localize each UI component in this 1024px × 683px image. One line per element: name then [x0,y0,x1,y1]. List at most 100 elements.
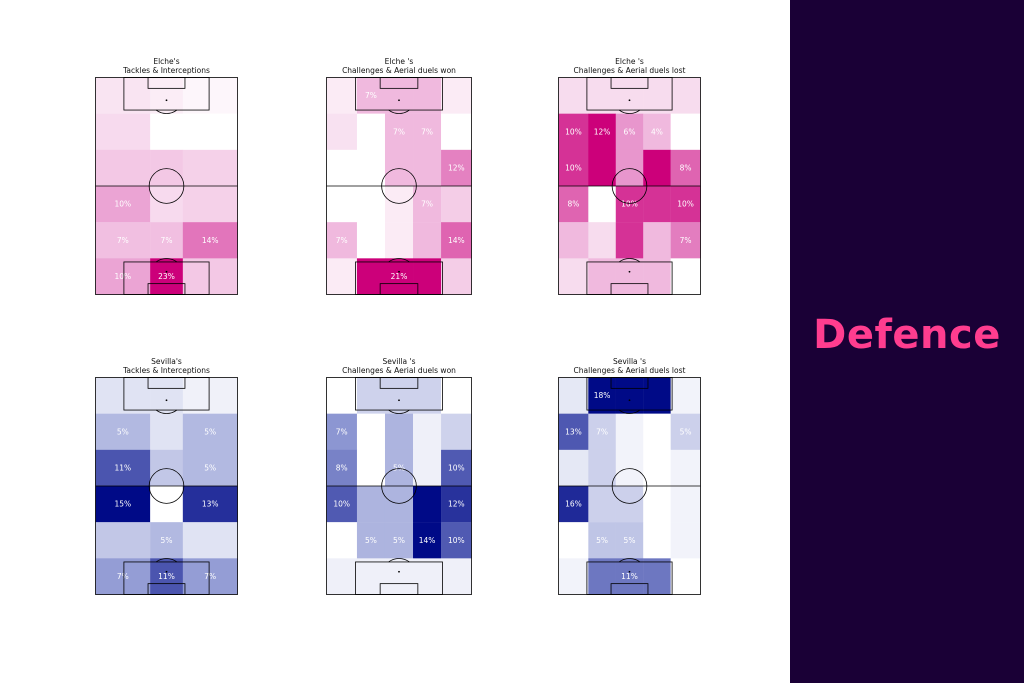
chart-title-line1: Sevilla's [151,357,182,366]
heatmap-cell [558,186,589,223]
heatmap-cell [670,186,701,223]
heatmap-cell [588,558,616,595]
heatmap-cell [182,377,238,414]
pitch-line [147,377,186,389]
heatmap-cell [150,377,184,414]
heatmap-cell [441,377,472,414]
heatmap-cell [615,413,644,451]
cell-label: 8% [567,200,579,209]
pitch-heatmap: 5% 5% 11% 5% 15% 13% 5% 7% 11% 7% [95,377,238,595]
heatmap-cell [95,377,151,414]
penalty-spot [398,99,400,102]
heatmap-cell [182,149,238,187]
heatmap-cell [558,77,589,114]
pitch-line [618,409,641,414]
heatmap-cell [384,222,414,259]
heatmap-cell [441,486,472,523]
pitch-line [155,558,178,563]
heatmap-cell [615,486,644,523]
heatmap-cell [356,149,386,187]
cell-label: 5% [365,536,377,545]
heatmap-cell [356,113,386,151]
heatmap-cell [558,413,589,451]
penalty-spot [165,270,168,273]
penalty-spot [398,270,400,273]
heatmap-cell [326,522,358,559]
heatmap-cell [95,558,151,595]
cell-label: 7% [596,427,608,436]
heatmap-cell [356,486,386,523]
heatmap-cell [326,77,358,114]
heatmap-cell [643,149,671,187]
cell-label: 16% [565,500,582,509]
heatmap-cell [413,222,442,259]
heatmap-cell [356,558,386,595]
cell-label: 4% [651,127,663,136]
heatmap-cell [150,113,184,151]
chart-title-line1: Sevilla 's [612,357,646,366]
heatmap-cell [326,486,358,523]
heatmap-cell [326,258,358,295]
heatmap-cell [384,186,414,223]
chart-elche-duels-lost: Elche 's Challenges & Aerial duels lost … [558,57,701,297]
heatmap-cell [558,449,589,487]
heatmap-cell [670,222,701,259]
heatmap-cell [588,222,616,259]
cell-label: 10% [565,163,582,172]
heatmap-cell [441,558,472,595]
heatmap-cell [670,258,701,295]
heatmap-cell [643,77,671,114]
heatmap-cell [615,113,644,151]
cell-label: 10% [621,200,638,209]
heatmap-cell [558,149,589,187]
penalty-spot [165,399,168,402]
heatmap-cell [384,377,414,414]
cell-label: 10% [114,272,131,281]
heatmap-cell [356,413,386,451]
heatmap-cell [615,77,644,114]
pitch-heatmap: 10% 12% 6% 4% 10% 8% 8% 10% 10% 7% [558,77,701,295]
heatmap-cell [588,77,616,114]
pitch-line [155,109,178,114]
heatmap-cell [615,449,644,487]
heatmap-cell [670,449,701,487]
sidebar: Defence [790,0,1024,683]
heatmap-cell [670,486,701,523]
heatmap-cell [588,522,616,559]
heatmap-cell [182,186,238,223]
cell-label: 5% [204,463,216,472]
heatmap-cell [558,258,589,295]
heatmap-cell [588,258,616,295]
heatmap-cell [588,449,616,487]
pitch-line [611,468,648,504]
heatmap-cell [643,558,671,595]
pitch-line [388,109,410,114]
heatmap-cell [413,113,442,151]
chart-title: Sevilla 's Challenges & Aerial duels won [326,357,472,375]
cell-label: 7% [393,127,405,136]
penalty-spot [628,570,631,573]
cell-label: 7% [336,427,348,436]
pitch-line [610,283,649,295]
heatmap-cell [643,258,671,295]
heatmap-cell [182,449,238,487]
heatmap-cell [441,258,472,295]
cell-label: 10% [333,500,350,509]
pitch-heatmap: 7% 8% 5% 10% 10% 12% 5% 5% 14% 10% [326,377,472,595]
pitch-line [148,468,185,504]
heatmap-cell [558,522,589,559]
cell-label: 11% [621,572,638,581]
heatmap-cell [95,258,151,295]
cell-label: 10% [565,127,582,136]
heatmap-cell [588,186,616,223]
cell-label: 5% [680,427,692,436]
cell-label: 7% [421,200,433,209]
heatmap-cell [384,77,414,114]
chart-title: Elche 's Challenges & Aerial duels won [326,57,472,75]
cell-label: 12% [594,127,611,136]
heatmap-cell [441,449,472,487]
cell-label: 12% [448,500,465,509]
heatmap-cell [356,522,386,559]
cell-label: 13% [202,500,219,509]
chart-title-line2: Challenges & Aerial duels won [342,66,456,75]
